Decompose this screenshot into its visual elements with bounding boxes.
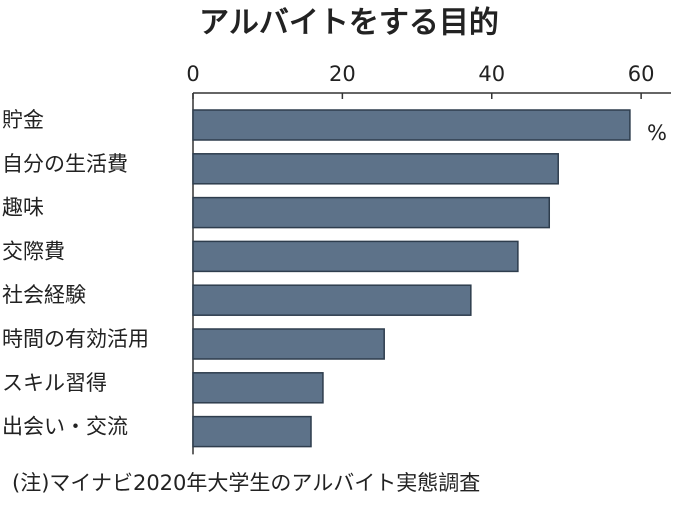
y-tick-label: 出会い・交流 (2, 415, 128, 439)
bar (192, 328, 385, 360)
y-tick-label: 貯金 (2, 108, 44, 132)
bar (192, 109, 631, 141)
unit-label: % (647, 121, 667, 145)
bar (192, 196, 551, 229)
y-tick-label: 交際費 (2, 239, 65, 263)
y-tick-label: 時間の有効活用 (2, 327, 149, 351)
bar (192, 153, 559, 185)
y-tick-label: 社会経験 (2, 283, 86, 307)
y-tick-label: 自分の生活費 (2, 152, 128, 176)
x-tick-label: 60 (628, 62, 655, 86)
y-tick-label: スキル習得 (2, 371, 107, 395)
x-tick-label: 20 (329, 62, 356, 86)
x-tick-label: 40 (478, 62, 505, 86)
bar (192, 284, 472, 316)
note: (注)マイナビ2020年大学生のアルバイト実態調査 (12, 471, 480, 495)
bar (192, 415, 312, 448)
x-tick-label: 0 (186, 62, 199, 86)
bar (192, 240, 519, 273)
y-tick-label: 趣味 (2, 196, 44, 220)
chart-title: アルバイトをする目的 (199, 6, 499, 41)
bar (192, 372, 324, 404)
